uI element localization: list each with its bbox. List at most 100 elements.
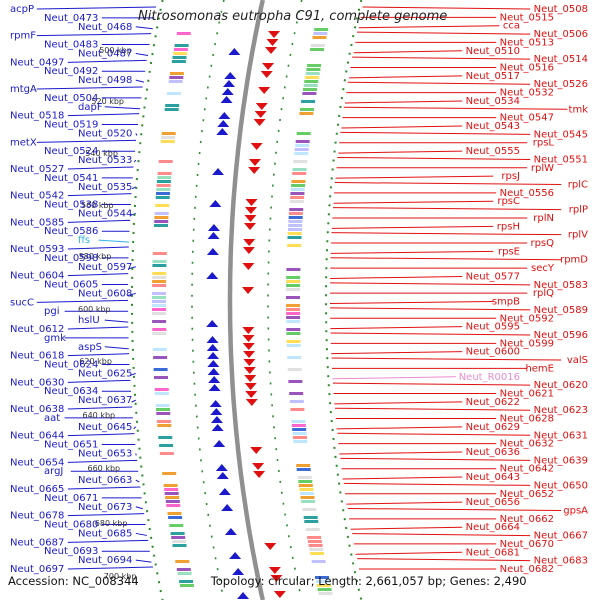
left-gene-label[interactable]: Neut_0468	[78, 22, 132, 33]
right-gene-label[interactable]: valS	[567, 355, 588, 366]
right-gene-label[interactable]: Neut_0592	[500, 313, 554, 324]
left-gene-label[interactable]: aspS	[78, 342, 102, 353]
left-gene-label[interactable]: Neut_0637	[78, 395, 132, 406]
right-gene-label[interactable]: Neut_0514	[534, 54, 588, 65]
left-gene-label[interactable]: argJ	[44, 466, 63, 477]
right-gene-label[interactable]: Neut_0662	[500, 514, 554, 525]
left-gene-label[interactable]: Neut_0524	[44, 146, 98, 157]
left-gene-label[interactable]: Neut_0630	[10, 377, 64, 388]
left-gene-label[interactable]: Neut_0618	[10, 351, 64, 362]
left-gene-label[interactable]: Neut_0678	[10, 511, 64, 522]
right-gene-label[interactable]: Neut_0534	[466, 96, 520, 107]
right-gene-label[interactable]: Neut_0632	[500, 439, 554, 450]
left-gene-label[interactable]: Neut_0544	[78, 208, 132, 219]
right-gene-label[interactable]: Neut_0631	[534, 430, 588, 441]
left-gene-label[interactable]: rpmF	[10, 31, 36, 42]
left-gene-label[interactable]: Neut_0520	[78, 128, 132, 139]
left-gene-label[interactable]: Neut_0624	[44, 360, 98, 371]
left-gene-label[interactable]: Neut_0644	[10, 431, 64, 442]
left-gene-label[interactable]: Neut_0487	[78, 48, 132, 59]
left-gene-label[interactable]: dapF	[78, 102, 103, 113]
right-gene-label[interactable]: rpsH	[497, 221, 520, 232]
right-gene-label[interactable]: Neut_0621	[500, 388, 554, 399]
right-gene-label[interactable]: Neut_0551	[534, 154, 588, 165]
right-gene-label[interactable]: Neut_0547	[500, 113, 554, 124]
left-gene-label[interactable]: metX	[10, 137, 37, 148]
right-gene-label[interactable]: Neut_0599	[500, 338, 554, 349]
right-gene-label[interactable]: Neut_R0016	[459, 372, 520, 383]
left-gene-label[interactable]: Neut_0673	[78, 502, 132, 513]
right-gene-label[interactable]: rpsL	[533, 138, 555, 149]
left-gene-label[interactable]: Neut_0538	[44, 200, 98, 211]
right-gene-label[interactable]: rplQ	[533, 288, 554, 299]
left-gene-label[interactable]: Neut_0504	[44, 93, 98, 104]
right-gene-label[interactable]: Neut_0577	[466, 271, 520, 282]
right-gene-label[interactable]: cca	[503, 21, 520, 32]
right-gene-label[interactable]: Neut_0667	[534, 531, 588, 542]
right-gene-label[interactable]: Neut_0516	[500, 63, 554, 74]
right-gene-label[interactable]: Neut_0596	[534, 330, 588, 341]
left-gene-label[interactable]: Neut_0473	[44, 13, 98, 24]
left-gene-label[interactable]: Neut_0612	[10, 324, 64, 335]
right-gene-label[interactable]: hemE	[525, 363, 554, 374]
right-gene-label[interactable]: rpsJ	[501, 171, 520, 182]
left-gene-label[interactable]: Neut_0605	[44, 280, 98, 291]
left-gene-label[interactable]: Neut_0527	[10, 164, 64, 175]
right-gene-label[interactable]: Neut_0636	[466, 447, 520, 458]
right-gene-label[interactable]: Neut_0682	[500, 564, 554, 575]
right-gene-label[interactable]: rpsE	[498, 246, 520, 257]
right-gene-label[interactable]: Neut_0643	[466, 472, 520, 483]
left-gene-label[interactable]: Neut_0687	[10, 537, 64, 548]
left-gene-label[interactable]: Neut_0597	[78, 262, 132, 273]
right-gene-label[interactable]: rpsQ	[530, 238, 554, 249]
left-gene-label[interactable]: Neut_0498	[78, 75, 132, 86]
right-gene-label[interactable]: Neut_0683	[534, 556, 588, 567]
right-gene-label[interactable]: Neut_0526	[534, 79, 588, 90]
left-gene-label[interactable]: Neut_0608	[78, 288, 132, 299]
left-gene-label[interactable]: Neut_0492	[44, 66, 98, 77]
left-gene-label[interactable]: Neut_0586	[44, 226, 98, 237]
right-gene-label[interactable]: Neut_0543	[466, 121, 520, 132]
left-gene-label[interactable]: Neut_0535	[78, 182, 132, 193]
right-gene-label[interactable]: Neut_0583	[534, 280, 588, 291]
left-gene-label[interactable]: Neut_0697	[10, 564, 64, 575]
left-gene-label[interactable]: Neut_0634	[44, 386, 98, 397]
right-gene-label[interactable]: Neut_0681	[466, 547, 520, 558]
left-gene-label[interactable]: Neut_0694	[78, 555, 132, 566]
right-gene-label[interactable]: gpsA	[563, 505, 588, 516]
left-gene-label[interactable]: Neut_0638	[10, 404, 64, 415]
right-gene-label[interactable]: Neut_0600	[466, 347, 520, 358]
right-gene-label[interactable]: Neut_0510	[466, 46, 520, 57]
right-gene-label[interactable]: rplP	[569, 205, 588, 216]
left-gene-label[interactable]: Neut_0693	[44, 546, 98, 557]
right-gene-label[interactable]: Neut_0628	[500, 414, 554, 425]
right-gene-label[interactable]: rplN	[533, 213, 554, 224]
left-gene-label[interactable]: Neut_0685	[78, 528, 132, 539]
right-gene-label[interactable]: Neut_0622	[466, 397, 520, 408]
left-gene-label[interactable]: sucC	[10, 297, 34, 308]
left-gene-label[interactable]: Neut_0519	[44, 120, 98, 131]
right-gene-label[interactable]: Neut_0670	[500, 539, 554, 550]
right-gene-label[interactable]: Neut_0506	[534, 29, 588, 40]
right-gene-label[interactable]: Neut_0513	[500, 37, 554, 48]
left-gene-label[interactable]: Neut_0680	[44, 520, 98, 531]
left-gene-label[interactable]: Neut_0653	[78, 448, 132, 459]
right-gene-label[interactable]: Neut_0517	[466, 71, 520, 82]
right-gene-label[interactable]: Neut_0620	[534, 380, 588, 391]
left-gene-label[interactable]: Neut_0604	[10, 271, 64, 282]
right-gene-label[interactable]: smpB	[492, 297, 520, 308]
left-gene-label[interactable]: Neut_0585	[10, 217, 64, 228]
left-gene-label[interactable]: hslU	[78, 315, 100, 326]
left-gene-label[interactable]: ffs	[78, 235, 90, 246]
left-gene-label[interactable]: Neut_0625	[78, 368, 132, 379]
right-gene-label[interactable]: Neut_0508	[534, 4, 588, 15]
left-gene-label[interactable]: Neut_0663	[78, 475, 132, 486]
right-gene-label[interactable]: Neut_0545	[534, 129, 588, 140]
left-gene-label[interactable]: Neut_0671	[44, 493, 98, 504]
right-gene-label[interactable]: rpmD	[560, 255, 588, 266]
right-gene-label[interactable]: Neut_0555	[466, 146, 520, 157]
right-gene-label[interactable]: Neut_0664	[466, 522, 520, 533]
right-gene-label[interactable]: Neut_0515	[500, 12, 554, 23]
right-gene-label[interactable]: Neut_0629	[466, 422, 520, 433]
right-gene-label[interactable]: Neut_0556	[500, 188, 554, 199]
